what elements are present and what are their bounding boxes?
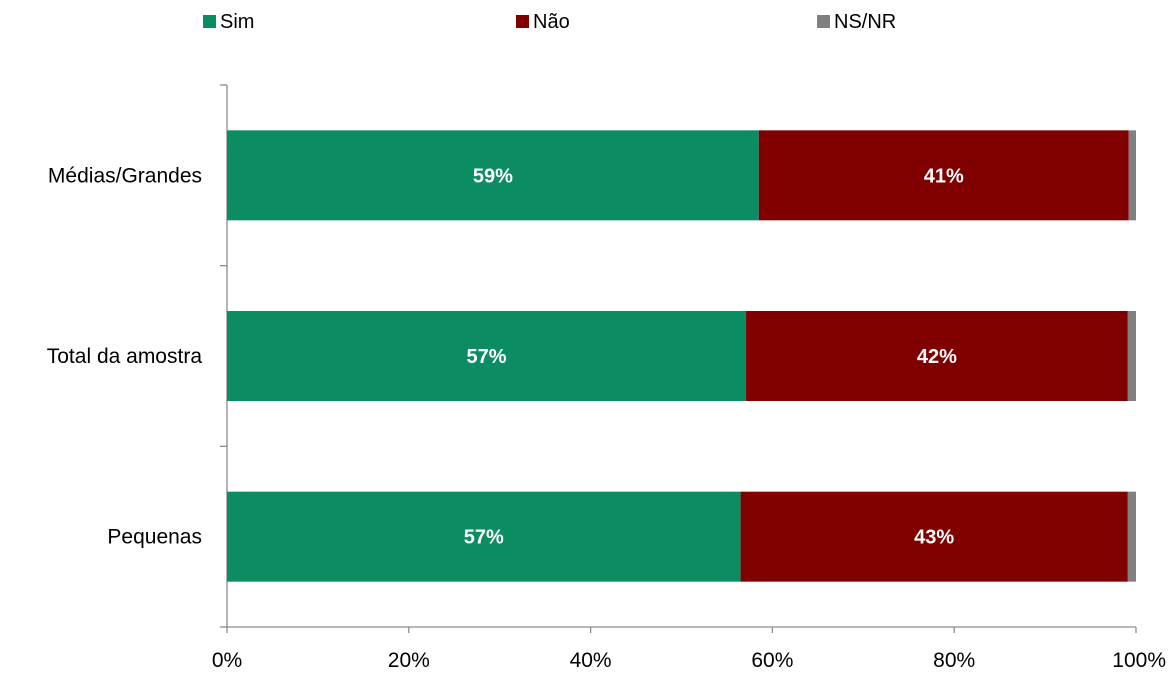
x-tick-label: 60%	[751, 649, 793, 672]
bar-ns-nr-pequenas	[1128, 492, 1136, 582]
x-tick-label: 100%	[1112, 649, 1166, 672]
legend-swatch	[516, 15, 529, 28]
legend-item-ns-nr: NS/NR	[817, 11, 896, 33]
data-label-sim-pequenas: 57%	[464, 527, 504, 549]
data-label-ns-nr-medias-grandes: 1%	[1137, 165, 1166, 187]
x-tick-label: 80%	[933, 649, 975, 672]
data-label-sim-medias-grandes: 59%	[473, 165, 513, 187]
data-label-sim-total-da-amostra: 57%	[467, 346, 507, 368]
x-tick-label: 0%	[212, 649, 242, 672]
x-tick-label: 40%	[570, 649, 612, 672]
bar-ns-nr-medias-grandes	[1129, 130, 1136, 220]
legend-label: Sim	[220, 11, 254, 33]
data-label-ns-nr-pequenas: 1%	[1137, 527, 1166, 549]
data-label-nao-medias-grandes: 41%	[924, 165, 964, 187]
category-label-medias-grandes: Médias/Grandes	[48, 164, 202, 187]
category-label-pequenas: Pequenas	[107, 526, 202, 549]
legend-item-nao: Não	[516, 11, 570, 33]
legend-label: NS/NR	[834, 11, 896, 33]
legend-swatch	[817, 15, 830, 28]
data-label-nao-total-da-amostra: 42%	[917, 346, 957, 368]
legend-swatch	[203, 15, 216, 28]
bars	[227, 130, 1136, 581]
bar-ns-nr-total-da-amostra	[1128, 311, 1136, 401]
legend: Sim Não NS/NR	[203, 11, 896, 33]
data-label-nao-pequenas: 43%	[914, 527, 954, 549]
data-label-ns-nr-total-da-amostra: 1%	[1137, 346, 1166, 368]
x-tick-label: 20%	[388, 649, 430, 672]
legend-label: Não	[533, 11, 570, 33]
legend-item-sim: Sim	[203, 11, 254, 33]
category-label-total-da-amostra: Total da amostra	[47, 345, 203, 368]
